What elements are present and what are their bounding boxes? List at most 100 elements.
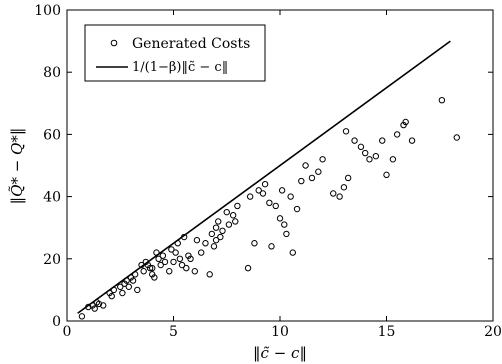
axis-ticks: [66, 9, 494, 322]
data-point: [212, 236, 220, 244]
data-point: [212, 224, 220, 231]
data-point: [202, 240, 209, 247]
data-point: [330, 190, 337, 197]
data-point: [408, 137, 416, 144]
data-point: [315, 168, 322, 175]
data-point: [125, 283, 132, 290]
data-point: [255, 187, 262, 194]
data-point: [372, 152, 380, 160]
data-point: [219, 227, 226, 235]
data-point: [278, 187, 286, 194]
data-point: [234, 202, 241, 210]
data-point: [117, 283, 124, 290]
bound-line: [77, 40, 451, 314]
data-point: [95, 300, 103, 308]
data-point: [225, 221, 233, 228]
data-point: [261, 180, 269, 188]
data-point: [178, 261, 186, 269]
data-point: [232, 218, 239, 225]
data-point: [453, 134, 460, 141]
data-point: [276, 215, 284, 222]
data-point: [438, 96, 446, 104]
data-point: [244, 264, 252, 272]
data-point: [217, 233, 224, 241]
data-point: [134, 286, 141, 294]
y-tick-label: 40: [43, 190, 61, 206]
scatter-points: [78, 96, 460, 320]
data-point: [140, 268, 147, 275]
x-axis-label: ‖c̃ − c‖: [253, 344, 307, 362]
y-axis-label: ‖Q̃* − Q*‖: [8, 128, 26, 205]
axis-tick-labels: 0 5 10 15 20 0 20 40 60 80 100: [34, 3, 502, 340]
data-point: [298, 177, 305, 185]
data-point: [266, 199, 273, 207]
x-tick-label: 15: [378, 324, 396, 340]
data-point: [108, 292, 115, 300]
data-point: [78, 313, 86, 320]
data-point: [187, 255, 194, 262]
data-point: [223, 208, 230, 216]
data-point: [100, 302, 107, 309]
data-point: [289, 249, 296, 256]
data-point: [251, 240, 258, 247]
data-point: [302, 162, 309, 169]
data-point: [166, 268, 173, 275]
data-point: [344, 174, 352, 182]
data-point: [197, 249, 205, 256]
legend-label-generated-costs: Generated Costs: [132, 36, 250, 52]
data-point: [246, 193, 254, 200]
data-point: [191, 268, 199, 275]
data-point: [168, 246, 175, 253]
data-point: [383, 171, 390, 179]
data-point: [229, 212, 237, 219]
data-point: [208, 230, 216, 238]
y-tick-label: 0: [52, 314, 61, 330]
data-point: [170, 258, 177, 266]
data-point: [351, 137, 358, 144]
data-point: [340, 184, 348, 191]
data-point: [206, 271, 213, 278]
data-point: [272, 202, 279, 210]
y-tick-label: 60: [43, 127, 61, 143]
data-point: [129, 277, 137, 284]
data-point: [146, 264, 154, 272]
data-point: [357, 143, 365, 151]
data-point: [283, 230, 290, 238]
x-tick-label: 0: [63, 324, 72, 340]
data-point: [362, 149, 369, 157]
legend-label-bound: 1/(1−β)‖c̃ − c‖: [132, 60, 228, 75]
data-point: [379, 137, 386, 144]
data-point: [151, 274, 158, 281]
data-point: [176, 255, 184, 262]
data-point: [159, 252, 167, 259]
data-point: [161, 258, 169, 266]
data-point: [287, 193, 294, 200]
data-point: [215, 218, 222, 225]
y-tick-label: 80: [43, 65, 61, 81]
data-point: [308, 174, 316, 182]
data-point: [319, 156, 326, 163]
data-point: [91, 305, 98, 312]
legend-marker-generated-costs: [110, 39, 118, 47]
data-point: [281, 221, 288, 228]
data-point: [259, 190, 267, 197]
data-point: [389, 156, 397, 163]
data-point: [293, 205, 301, 213]
data-point: [172, 249, 179, 256]
x-tick-label: 20: [484, 324, 502, 340]
data-point: [210, 243, 218, 250]
legend: Generated Costs 1/(1−β)‖c̃ − c‖: [84, 24, 266, 82]
data-point: [402, 118, 409, 126]
y-tick-label: 100: [34, 3, 61, 19]
data-point: [193, 236, 201, 244]
data-point: [155, 255, 162, 262]
data-point: [149, 264, 156, 272]
x-tick-label: 5: [169, 324, 178, 340]
data-point: [336, 193, 343, 200]
data-point: [342, 128, 350, 135]
data-point: [157, 261, 164, 269]
data-point: [268, 243, 275, 250]
data-point: [119, 289, 126, 297]
x-tick-label: 10: [271, 324, 289, 340]
